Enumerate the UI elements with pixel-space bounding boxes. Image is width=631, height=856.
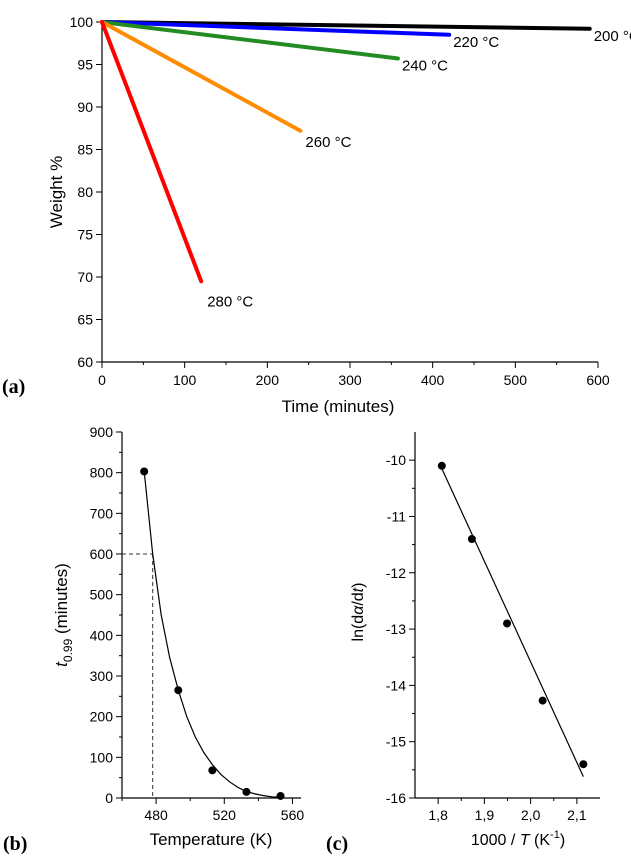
panel-b-y-tick-label: 700	[90, 505, 114, 521]
panel-c-y-tick-label: -13	[386, 621, 406, 637]
panel-a-y-tick-label: 60	[77, 354, 93, 370]
panel-c-ticks: 1,8 1,9 2,0 2,1 -16 -15 -14 -13 -12 -11 -10	[386, 452, 587, 823]
panel-b-x-tick-label: 480	[144, 807, 168, 823]
panel-a-series-label: 260 °C	[305, 134, 351, 151]
panel-a-x-tick-label: 600	[586, 372, 610, 388]
panel-b-y-tick-label: 500	[90, 587, 114, 603]
panel-c-label: (c)	[326, 833, 348, 855]
panel-b-data-point	[208, 766, 217, 775]
panel-a-series-label: 220 °C	[453, 34, 499, 51]
panel-b-y-tick-label: 300	[90, 668, 114, 684]
panel-c-data-point	[467, 534, 476, 543]
panel-b-data-point	[242, 787, 251, 796]
panel-a-x-tick-label: 400	[421, 372, 445, 388]
panel-b-x-tick-label: 560	[281, 807, 305, 823]
panel-c-x-tick-label: 1,8	[428, 807, 448, 823]
panel-a-y-tick-label: 80	[77, 184, 93, 200]
panel-a-y-tick-label: 65	[77, 312, 93, 328]
panel-a-series-label: 280 °C	[207, 293, 253, 310]
panel-a-y-tick-label: 95	[77, 57, 93, 73]
panel-a-series-line	[100, 20, 303, 133]
panel-c-y-tick-label: -14	[386, 677, 406, 693]
panel-b-x-tick-label: 520	[213, 807, 237, 823]
panel-c-x-tick-label: 1,9	[475, 807, 495, 823]
panel-a-y-tick-label: 70	[77, 269, 93, 285]
panel-a-y-tick-label: 85	[77, 142, 93, 158]
panel-b-y-tick-label: 600	[90, 546, 114, 562]
panel-c: 1,8 1,9 2,0 2,1 -16 -15 -14 -13 -12 -11 -10 ln(dα/…	[326, 432, 600, 855]
panel-a-x-axis-label: Time (minutes)	[282, 397, 395, 416]
panel-c-data-point	[579, 760, 588, 769]
panel-b-y-tick-label: 0	[105, 790, 113, 806]
panel-a-x-tick-label: 500	[504, 372, 528, 388]
panel-c-data-point	[538, 696, 547, 705]
panel-a-y-tick-label: 75	[77, 227, 93, 243]
panel-b-fit-line	[143, 471, 281, 798]
panel-a-series-label: 240 °C	[402, 58, 448, 75]
panel-c-data-point	[437, 461, 446, 470]
panel-a-series-label: 200 °C	[594, 28, 631, 45]
panel-b-guide-lines	[122, 553, 154, 798]
panel-c-points	[437, 461, 588, 769]
panel-a-series-line	[100, 20, 400, 61]
panel-c-y-axis-label: ln(dα/dt)	[350, 583, 367, 642]
panel-a-y-tick-label: 90	[77, 99, 93, 115]
panel-b-data-point	[140, 467, 149, 476]
panel-b-label: (b)	[3, 833, 27, 855]
panel-c-y-tick-label: -12	[386, 565, 406, 581]
panel-c-y-tick-label: -15	[386, 734, 406, 750]
panel-a-x-tick-label: 100	[173, 372, 197, 388]
panel-a-series-line	[100, 20, 204, 284]
panel-c-x-tick-label: 2,1	[567, 807, 587, 823]
panel-a-y-tick-label: 100	[70, 14, 94, 30]
panel-b-y-axis-label: t0.99 (minutes)	[52, 563, 75, 667]
panel-a-label: (a)	[2, 376, 25, 398]
panel-b-x-axis-label: Temperature (K)	[150, 830, 273, 849]
panel-a-plot-area	[101, 22, 598, 363]
panel-b-ticks: 480 520 560 0 100 200 300 400 500 600 700 800 900	[90, 424, 305, 823]
panel-c-y-tick-label: -10	[386, 452, 406, 468]
panel-b: 480 520 560 0 100 200 300 400 500 600 700 800 900 t0…	[3, 424, 304, 855]
panel-a-series: 200 °C 220 °C 240 °C 260 °C 280 °C	[100, 20, 631, 310]
panel-b-y-tick-label: 100	[90, 749, 114, 765]
panel-b-points	[140, 467, 285, 800]
panel-c-regression-line	[441, 468, 584, 777]
panel-c-data-point	[503, 619, 512, 628]
panel-b-y-tick-label: 800	[90, 465, 114, 481]
panel-c-x-axis-label: 1000 / T (K-1)	[471, 829, 565, 849]
panel-c-y-tick-label: -11	[387, 508, 406, 524]
panel-b-y-tick-label: 400	[90, 627, 114, 643]
panel-c-y-tick-label: -16	[386, 790, 406, 806]
panel-a-ticks: 0 100 200 300 400 500 600 60 65 70 75 80 85 90 95 100	[70, 14, 610, 388]
panel-a-x-tick-label: 300	[338, 372, 362, 388]
panel-c-x-tick-label: 2,0	[521, 807, 541, 823]
panel-a: 0 100 200 300 400 500 600 60 65 70 75 80 85 90 95 100 2…	[2, 14, 631, 416]
panel-c-fit-line	[441, 468, 584, 777]
panel-b-y-tick-label: 200	[90, 709, 114, 725]
panel-b-fit-curve	[143, 471, 281, 798]
panel-a-x-tick-label: 200	[256, 372, 280, 388]
panel-b-data-point	[174, 686, 183, 695]
panel-a-x-tick-label: 0	[98, 372, 106, 388]
panel-a-y-axis-label: Weight %	[47, 156, 66, 228]
panel-a-series-line	[100, 20, 452, 37]
panel-b-data-point	[276, 791, 285, 800]
panel-b-y-tick-label: 900	[90, 424, 114, 440]
